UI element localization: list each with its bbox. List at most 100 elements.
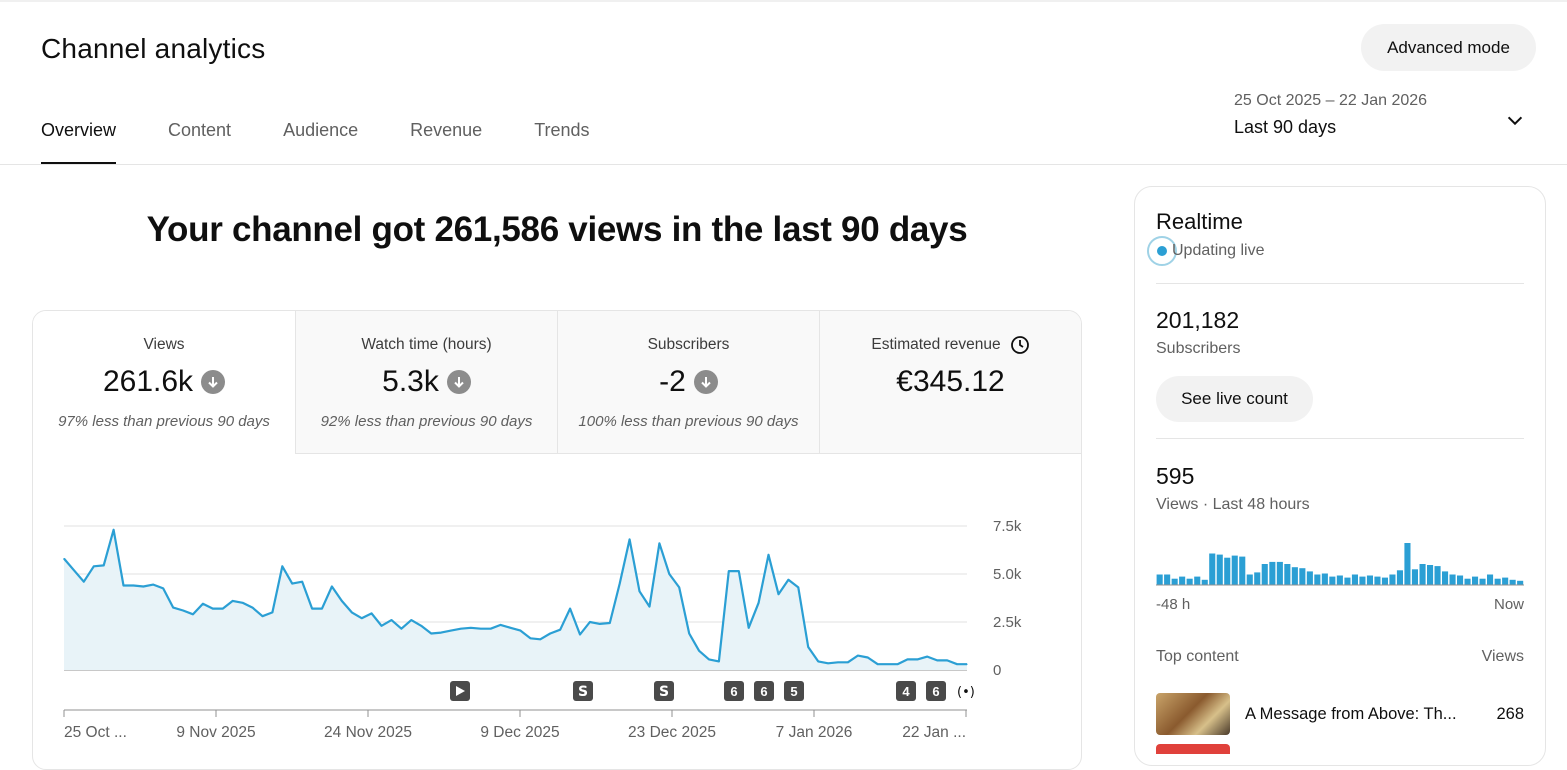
top-content-item[interactable]: A Message from Above: Th... 268	[1156, 693, 1524, 737]
y-tick-label: 0	[993, 662, 1001, 679]
realtime-bar	[1209, 553, 1216, 585]
data-point	[549, 632, 551, 635]
data-point	[361, 617, 363, 619]
metric-label: Views	[143, 336, 185, 353]
realtime-bar	[1239, 556, 1246, 585]
realtime-bar	[1171, 578, 1178, 585]
data-point	[599, 623, 601, 625]
metric-watch-time[interactable]: Watch time (hours) 5.3k 92% less than pr…	[295, 311, 557, 454]
data-point	[877, 663, 879, 665]
advanced-mode-button[interactable]: Advanced mode	[1361, 24, 1536, 71]
metric-comparison: 97% less than previous 90 days	[58, 413, 270, 430]
marker-count-label: 6	[760, 684, 767, 699]
views-chart: 7.5k 5.0k 2.5k 0 S S 6 6 5 4 6 (•) 25 Oct ... 9 Nov 2…	[63, 518, 1022, 741]
see-live-count-button[interactable]: See live count	[1156, 376, 1313, 422]
data-point	[400, 628, 402, 630]
realtime-bar	[1201, 579, 1208, 586]
realtime-bar	[1404, 543, 1411, 585]
tab-audience[interactable]: Audience	[283, 120, 359, 140]
data-point	[103, 564, 105, 566]
top-divider	[0, 0, 1567, 2]
data-point	[430, 632, 432, 635]
data-point	[182, 609, 184, 612]
data-point	[758, 602, 760, 604]
date-range-period: Last 90 days	[1234, 117, 1337, 137]
data-point	[579, 633, 581, 636]
metric-label: Subscribers	[647, 336, 730, 353]
data-point	[291, 583, 293, 585]
data-point	[529, 637, 531, 639]
data-point	[946, 659, 948, 661]
tab-content[interactable]: Content	[168, 120, 232, 140]
data-point	[251, 607, 254, 609]
data-point	[242, 602, 244, 604]
realtime-bar	[1396, 570, 1403, 585]
data-point	[142, 585, 144, 588]
realtime-bar-chart	[1156, 543, 1524, 586]
realtime-bar	[1336, 575, 1343, 585]
y-tick-label: 7.5k	[993, 518, 1022, 535]
data-point	[232, 600, 234, 602]
data-point	[738, 570, 740, 572]
data-point	[470, 627, 472, 629]
data-point	[519, 630, 522, 632]
data-point	[122, 584, 125, 587]
date-range-selector[interactable]: 25 Oct 2025 – 22 Jan 2026 Last 90 days	[1234, 92, 1534, 144]
chevron-down-icon	[1507, 116, 1523, 126]
data-point	[708, 658, 710, 661]
realtime-bar	[1321, 573, 1328, 586]
realtime-bar	[1269, 561, 1276, 585]
metric-views[interactable]: Views 261.6k 97% less than previous 90 d…	[33, 311, 295, 454]
tab-trends[interactable]: Trends	[534, 120, 590, 140]
metric-revenue[interactable]: Estimated revenue €345.12	[819, 311, 1081, 454]
tab-overview[interactable]: Overview	[41, 100, 117, 164]
play-icon	[456, 686, 465, 696]
metric-subscribers[interactable]: Subscribers -2 100% less than previous 9…	[557, 311, 819, 454]
data-point	[926, 655, 928, 658]
data-point	[152, 583, 154, 586]
data-point	[569, 607, 571, 610]
metric-value-row: -2	[558, 363, 819, 401]
marker-count-label: 6	[730, 684, 737, 699]
realtime-bar	[1419, 564, 1426, 585]
data-point	[827, 662, 829, 664]
x-tick-label: 7 Jan 2026	[776, 724, 853, 741]
header-divider	[0, 164, 1567, 165]
realtime-bar	[1164, 574, 1171, 585]
realtime-bar	[1411, 569, 1418, 586]
realtime-bar	[1434, 566, 1441, 585]
data-point	[341, 600, 343, 602]
data-point	[450, 630, 452, 632]
data-point	[956, 663, 958, 665]
realtime-views-count: 595	[1156, 463, 1195, 489]
data-point	[916, 658, 918, 661]
metric-value-row: 5.3k	[296, 363, 557, 401]
realtime-bar	[1194, 576, 1201, 585]
data-point	[132, 584, 135, 587]
live-dot-icon	[1147, 236, 1177, 266]
data-point	[410, 619, 412, 621]
realtime-bar	[1329, 576, 1336, 585]
live-stream-icon: (•)	[957, 685, 975, 700]
data-point	[162, 587, 164, 589]
data-point	[93, 565, 95, 567]
data-point	[648, 606, 651, 608]
data-point	[867, 656, 869, 659]
marker-count-label: 6	[932, 684, 939, 699]
tab-revenue[interactable]: Revenue	[410, 120, 483, 140]
views-area	[64, 529, 967, 670]
short-marker	[654, 681, 674, 701]
subscriber-label: Subscribers	[1156, 340, 1241, 357]
metric-tabs: Views 261.6k 97% less than previous 90 d…	[33, 311, 1081, 454]
data-point	[847, 661, 849, 663]
realtime-bar	[1449, 574, 1456, 585]
metric-comparison: 100% less than previous 90 days	[578, 413, 799, 430]
realtime-bar	[1216, 554, 1223, 585]
metric-value: 261.6k	[102, 365, 194, 398]
realtime-bar	[1366, 575, 1373, 585]
page-title: Channel analytics	[41, 33, 266, 64]
data-point	[658, 542, 660, 544]
data-point	[261, 615, 264, 617]
data-point	[817, 660, 819, 662]
realtime-bar	[1314, 574, 1321, 585]
